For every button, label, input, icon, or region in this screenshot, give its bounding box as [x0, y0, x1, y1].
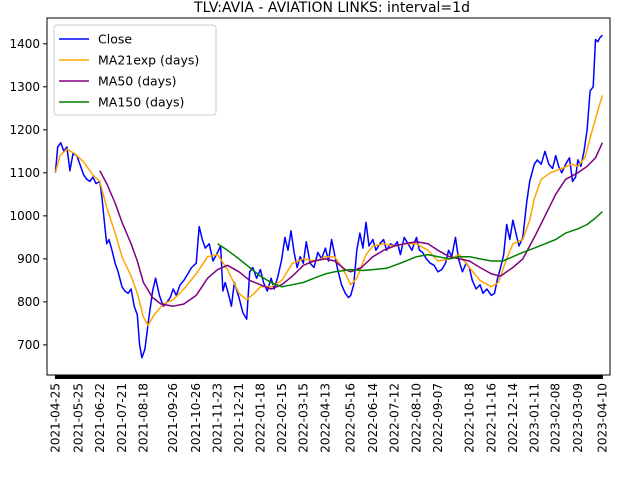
- y-tick-label-6: 1300: [9, 80, 40, 94]
- y-tick-label-2: 900: [17, 252, 40, 266]
- x-tick-label-0: 2021-04-25: [48, 383, 62, 453]
- x-tick-label-8: 2021-12-21: [232, 383, 246, 453]
- x-tick-label-10: 2022-02-15: [275, 383, 289, 453]
- x-tick-label-23: 2023-03-09: [571, 383, 585, 453]
- x-tick-label-11: 2022-03-15: [296, 383, 310, 453]
- x-tick-label-14: 2022-06-14: [366, 383, 380, 453]
- x-tick-label-20: 2022-12-14: [506, 383, 520, 453]
- legend-label-0: Close: [98, 32, 132, 47]
- x-tick-label-22: 2023-02-08: [549, 383, 563, 453]
- x-tick-label-4: 2021-08-18: [136, 383, 150, 453]
- series-line-3: [217, 211, 603, 288]
- x-tick-label-1: 2021-05-25: [71, 383, 85, 453]
- x-tick-label-13: 2022-05-16: [344, 383, 358, 453]
- legend-label-1: MA21exp (days): [98, 53, 199, 68]
- legend-label-3: MA150 (days): [98, 95, 184, 110]
- x-tick-label-17: 2022-09-07: [431, 383, 445, 453]
- plot-lines: [54, 34, 604, 359]
- series-line-1: [54, 95, 604, 327]
- y-tick-label-1: 800: [17, 295, 40, 309]
- x-tick-label-6: 2021-10-26: [189, 383, 203, 453]
- y-tick-label-7: 1400: [9, 37, 40, 51]
- x-tick-label-3: 2021-07-21: [115, 383, 129, 453]
- legend: Close MA21exp (days) MA50 (days) MA150 (day…: [53, 24, 217, 116]
- x-tick-label-21: 2023-01-11: [527, 383, 541, 453]
- y-axis: 700 800 900 1000 1100 1200 1300 1400: [9, 37, 47, 352]
- x-tick-label-5: 2021-09-26: [166, 383, 180, 453]
- x-tick-label-12: 2022-04-13: [318, 383, 332, 453]
- x-minor-ticks: [55, 375, 603, 379]
- x-tick-label-15: 2022-07-12: [387, 383, 401, 453]
- plot-frame: [46, 17, 611, 376]
- x-tick-label-2: 2021-06-22: [93, 383, 107, 453]
- x-tick-label-16: 2022-08-10: [409, 383, 423, 453]
- y-tick-label-0: 700: [17, 338, 40, 352]
- y-tick-label-3: 1000: [9, 209, 40, 223]
- series-line-0: [54, 34, 603, 359]
- legend-label-2: MA50 (days): [98, 74, 176, 89]
- x-tick-label-18: 2022-10-18: [462, 383, 476, 453]
- legend-box: [53, 24, 217, 116]
- x-tick-label-24: 2023-04-10: [595, 383, 609, 453]
- x-tick-label-9: 2022-01-18: [253, 383, 267, 453]
- chart-title: TLV:AVIA - AVIATION LINKS: interval=1d: [193, 0, 470, 16]
- x-tick-label-7: 2021-11-23: [211, 383, 225, 453]
- y-tick-label-4: 1100: [9, 166, 40, 180]
- x-tick-label-19: 2022-11-16: [484, 383, 498, 453]
- y-tick-label-5: 1200: [9, 123, 40, 137]
- x-axis: 2021-04-25 2021-05-25 2021-06-22 2021-07-21…: [48, 375, 609, 453]
